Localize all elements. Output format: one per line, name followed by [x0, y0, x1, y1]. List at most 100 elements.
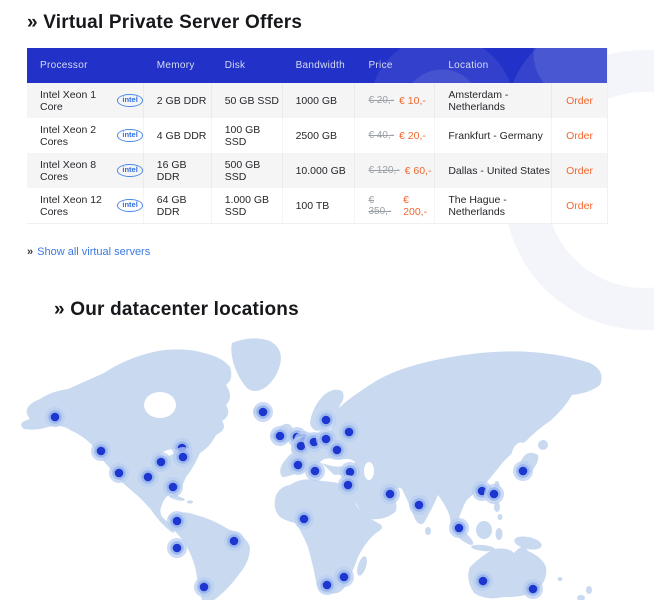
datacenter-marker [523, 579, 543, 599]
show-all-servers: » Show all virtual servers [27, 246, 150, 258]
processor-cell: Intel Xeon 1 Core intel [27, 83, 144, 118]
order-link[interactable]: Order [566, 129, 593, 142]
bandwidth-cell: 100 TB [283, 188, 356, 223]
datacenter-marker [317, 575, 337, 595]
memory-cell: 2 GB DDR [144, 83, 212, 118]
datacenter-marker [151, 452, 171, 472]
intel-logo-icon: intel [117, 94, 143, 107]
datacenter-marker [316, 410, 336, 430]
datacenter-marker [91, 441, 111, 461]
datacenter-marker [253, 402, 273, 422]
table-row: Intel Xeon 8 Cores intel 16 GB DDR 500 GB S… [27, 153, 607, 188]
column-header-disk: Disk [224, 60, 246, 71]
map-markers [45, 402, 543, 599]
show-all-virtual-servers-link[interactable]: Show all virtual servers [37, 246, 151, 258]
datacenter-marker [409, 495, 429, 515]
datacenter-marker [224, 531, 244, 551]
order-cell: Order [552, 153, 607, 188]
disk-cell: 50 GB SSD [212, 83, 283, 118]
datacenter-marker [338, 475, 358, 495]
datacenter-marker [339, 422, 359, 442]
location-cell: The Hague - Netherlands [435, 188, 553, 223]
datacenter-marker [484, 484, 504, 504]
processor-cell: Intel Xeon 2 Cores intel [27, 118, 144, 153]
order-cell: Order [552, 83, 607, 118]
column-header-memory: Memory [156, 60, 195, 71]
datacenter-marker [334, 567, 354, 587]
datacenter-marker [270, 426, 290, 446]
processor-label: Intel Xeon 8 Cores [40, 158, 97, 183]
datacenter-marker [167, 511, 187, 531]
old-price: € 40,- [368, 130, 395, 141]
column-header-processor: Processor [40, 60, 88, 71]
datacenter-marker [194, 577, 214, 597]
price-cell: € 40,- € 20,- [355, 118, 436, 153]
vps-offers-table: Processor Memory Disk Bandwidth Price Lo… [27, 48, 608, 224]
column-header-location: Location [448, 60, 489, 71]
datacenter-heading: » Our datacenter locations [54, 299, 299, 320]
column-header-bandwidth: Bandwidth [295, 60, 345, 71]
order-link[interactable]: Order [566, 199, 593, 212]
memory-cell: 64 GB DDR [144, 188, 212, 223]
chevron-right-icon: » [27, 246, 34, 258]
disk-cell: 500 GB SSD [212, 153, 283, 188]
datacenter-marker [45, 407, 65, 427]
datacenter-marker [163, 477, 183, 497]
datacenter-marker [449, 518, 469, 538]
table-header-row: Processor Memory Disk Bandwidth Price Lo… [27, 48, 607, 83]
processor-label: Intel Xeon 12 Cores [40, 193, 102, 218]
table-row: Intel Xeon 12 Cores intel 64 GB DDR 1.000 G… [27, 188, 607, 223]
memory-cell: 4 GB DDR [144, 118, 212, 153]
datacenter-marker [288, 455, 308, 475]
table-body: Intel Xeon 1 Core intel 2 GB DDR 50 GB SSD 1… [27, 83, 607, 223]
intel-logo-icon: intel [117, 129, 143, 142]
old-price: € 350,- [368, 194, 392, 217]
old-price: € 20,- [368, 95, 395, 106]
datacenter-marker [472, 481, 492, 501]
current-price: € 200,- [403, 193, 428, 218]
bandwidth-cell: 1000 GB [283, 83, 356, 118]
disk-cell: 1.000 GB SSD [212, 188, 283, 223]
datacenter-marker [167, 538, 187, 558]
offers-heading: » Virtual Private Server Offers [27, 12, 303, 33]
order-cell: Order [552, 188, 607, 223]
order-link[interactable]: Order [566, 164, 593, 177]
price-cell: € 120,- € 60,- [355, 153, 436, 188]
current-price: € 20,- [399, 129, 426, 142]
datacenter-marker [327, 440, 347, 460]
datacenter-marker [291, 436, 311, 456]
old-price: € 120,- [368, 165, 400, 176]
column-header-price: Price [368, 60, 393, 71]
bandwidth-cell: 10.000 GB [283, 153, 356, 188]
datacenter-marker [473, 571, 493, 591]
intel-logo-icon: intel [117, 164, 143, 177]
price-cell: € 20,- € 10,- [355, 83, 436, 118]
processor-cell: Intel Xeon 8 Cores intel [27, 153, 144, 188]
price-cell: € 350,- € 200,- [355, 188, 436, 223]
datacenter-marker [173, 447, 193, 467]
datacenter-marker [513, 461, 533, 481]
bandwidth-cell: 2500 GB [283, 118, 356, 153]
disk-cell: 100 GB SSD [212, 118, 283, 153]
datacenter-marker [294, 509, 314, 529]
current-price: € 10,- [399, 94, 426, 107]
memory-cell: 16 GB DDR [144, 153, 212, 188]
order-link[interactable]: Order [566, 94, 593, 107]
intel-logo-icon: intel [117, 199, 143, 212]
table-row: Intel Xeon 1 Core intel 2 GB DDR 50 GB SSD 1… [27, 83, 607, 118]
world-map-svg [21, 338, 602, 600]
processor-label: Intel Xeon 1 Core [40, 88, 97, 113]
datacenter-marker [138, 467, 158, 487]
location-cell: Amsterdam - Netherlands [435, 83, 553, 118]
location-cell: Dallas - United States [435, 153, 553, 188]
location-cell: Frankfurt - Germany [435, 118, 553, 153]
processor-label: Intel Xeon 2 Cores [40, 123, 97, 148]
table-row: Intel Xeon 2 Cores intel 4 GB DDR 100 GB SS… [27, 118, 607, 153]
column-header-order-spacer [552, 48, 607, 83]
world-map [0, 335, 654, 600]
order-cell: Order [552, 118, 607, 153]
datacenter-marker [109, 463, 129, 483]
current-price: € 60,- [404, 164, 432, 177]
processor-cell: Intel Xeon 12 Cores intel [27, 188, 144, 223]
